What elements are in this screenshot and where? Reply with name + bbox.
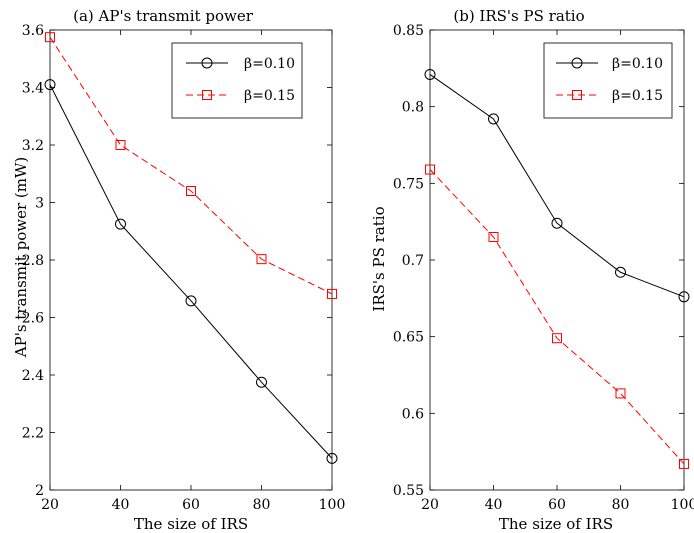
y-tick-label-b: 0.55 (393, 483, 424, 499)
x-tick-label-b: 100 (671, 497, 694, 513)
x-tick-label-b: 80 (612, 497, 630, 513)
chart-panel-a: (a) AP's transmit power The size of IRS … (12, 7, 345, 533)
y-tick-label-b: 0.65 (393, 330, 424, 346)
plot-area-a: 20 40 60 80 100 2 2.2 2.4 2.6 2.8 3 3.2 3.4 3.6 (22, 23, 346, 513)
x-tick-label-a: 100 (319, 497, 346, 513)
legend-marker-a-0 (201, 57, 213, 69)
data-point-a-0 (326, 452, 338, 464)
legend-label-a-1: β=0.15 (244, 88, 295, 104)
legend-marker-b-1 (572, 90, 582, 100)
legend-box-b (543, 42, 673, 119)
data-point-b-0 (615, 266, 626, 278)
data-point-a-0 (256, 376, 267, 388)
data-point-a-0 (185, 295, 197, 307)
x-axis-label-a: The size of IRS (134, 515, 248, 533)
legend-marker-b-0 (571, 57, 583, 69)
x-tick-label-b: 40 (485, 497, 503, 513)
legend-label-b-1: β=0.15 (612, 88, 663, 104)
legend-box-a (171, 42, 303, 119)
y-tick-label-a: 2 (35, 483, 44, 499)
legend-label-b-0: β=0.10 (612, 56, 663, 72)
data-point-a-0 (44, 79, 56, 91)
y-tick-label-a: 2.6 (22, 311, 44, 327)
chart-title-b: (b) IRS's PS ratio (453, 7, 584, 25)
data-point-a-1 (115, 140, 126, 150)
x-tick-label-a: 20 (41, 497, 59, 513)
plot-area-b: 20 40 60 80 100 0.55 0.6 0.65 0.7 0.75 0.8 0.85 (393, 23, 694, 513)
y-tick-label-a: 2.2 (22, 426, 44, 442)
data-point-b-1 (488, 232, 499, 242)
y-tick-label-a: 3.4 (22, 81, 44, 97)
series-line-b-0 (429, 74, 685, 298)
chart-panel-b: (b) IRS's PS ratio The size of IRS IRS's… (370, 7, 694, 533)
x-axis-label-b: The size of IRS (499, 515, 613, 533)
x-tick-label-a: 40 (112, 497, 130, 513)
data-point-b-0 (678, 291, 690, 303)
data-point-a-0 (115, 218, 126, 230)
x-tick-label-b: 60 (548, 497, 566, 513)
x-tick-label-a: 80 (253, 497, 271, 513)
y-tick-label-b: 0.7 (402, 253, 424, 269)
legend-b: β=0.10 β=0.15 (543, 42, 673, 119)
x-tick-label-a: 60 (182, 497, 200, 513)
data-point-b-0 (488, 113, 499, 125)
series-line-a-1 (49, 36, 333, 295)
data-point-b-1 (615, 388, 626, 399)
data-point-b-1 (425, 164, 435, 175)
series-line-a-0 (49, 84, 333, 459)
y-tick-label-a: 3.2 (22, 138, 44, 154)
y-tick-label-a: 3 (35, 196, 44, 212)
y-tick-label-b: 0.8 (402, 100, 424, 116)
data-point-a-1 (327, 288, 337, 299)
legend-a: β=0.10 β=0.15 (171, 42, 303, 119)
y-axis-label-a: AP's transmit power (mW) (12, 157, 30, 358)
legend-label-a-0: β=0.10 (244, 56, 295, 72)
x-tick-label-b: 20 (421, 497, 439, 513)
y-tick-label-a: 2.8 (22, 253, 44, 269)
y-tick-label-a: 3.6 (22, 23, 44, 39)
y-tick-label-b: 0.6 (402, 406, 424, 422)
data-point-a-1 (256, 254, 267, 265)
y-tick-label-a: 2.4 (22, 368, 44, 384)
data-point-b-0 (424, 68, 436, 80)
data-point-a-1 (186, 186, 196, 196)
data-point-b-1 (552, 333, 562, 344)
legend-marker-a-1 (202, 90, 212, 100)
data-point-b-1 (679, 458, 689, 469)
series-line-b-1 (429, 169, 685, 465)
y-tick-label-b: 0.75 (393, 176, 424, 192)
chart-title-a: (a) AP's transmit power (73, 7, 254, 25)
y-axis-label-b: IRS's PS ratio (370, 206, 388, 311)
data-point-b-0 (551, 217, 563, 229)
y-tick-label-b: 0.85 (393, 23, 424, 39)
data-point-a-1 (45, 32, 55, 43)
